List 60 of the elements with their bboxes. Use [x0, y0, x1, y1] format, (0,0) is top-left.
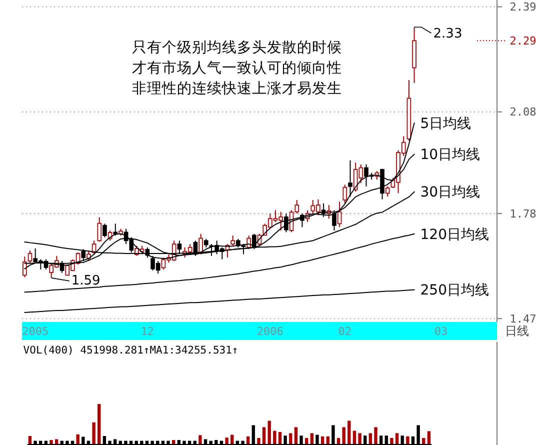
- bar: [406, 436, 410, 444]
- bar: [198, 435, 202, 444]
- bar: [246, 436, 250, 444]
- bar: [278, 432, 282, 444]
- y-tick-label: 2.39: [510, 0, 536, 14]
- series-label: 30日均线: [420, 184, 480, 201]
- annotation: 2.33: [414, 26, 462, 42]
- annotation: 非理性的连续快速上涨才易发生: [132, 80, 342, 98]
- bar: [50, 440, 53, 444]
- x-tick-label: 12: [140, 324, 154, 338]
- bar: [294, 427, 298, 444]
- y-tick-label: 1.47: [510, 312, 536, 326]
- x-tick-label: 03: [434, 324, 448, 338]
- bar: [304, 438, 308, 444]
- bar: [326, 436, 330, 444]
- bar: [390, 438, 394, 444]
- bar: [257, 438, 260, 444]
- bar: [268, 420, 271, 444]
- bar: [342, 427, 346, 444]
- bar: [262, 427, 266, 444]
- bar: [374, 427, 378, 444]
- annotation: 才有市场人气一致认可的倾向性: [132, 60, 342, 77]
- series-label: 5日均线: [420, 116, 472, 132]
- bar: [273, 430, 276, 444]
- series-label: 10日均线: [420, 147, 480, 164]
- annotation: 2.33: [433, 26, 462, 42]
- x-tick-label: 2005: [22, 324, 49, 338]
- annotation: 1.59: [50, 273, 100, 288]
- bar: [320, 436, 324, 444]
- bar: [76, 434, 80, 444]
- bar: [98, 404, 101, 444]
- y-tick-label: 1.78: [510, 207, 536, 220]
- x-tick-label: 2006: [256, 324, 284, 338]
- bar: [395, 433, 399, 444]
- bar: [172, 440, 176, 444]
- line-series: [24, 289, 415, 314]
- bar: [230, 434, 234, 444]
- bar: [289, 433, 292, 444]
- bar: [427, 431, 431, 444]
- bar: [28, 436, 32, 444]
- y-tick-label: 2.08: [510, 106, 536, 119]
- ref-line-label: 2.29: [510, 34, 536, 48]
- bar: [422, 438, 426, 444]
- x-axis-title: 日线: [505, 324, 529, 338]
- bar: [92, 422, 96, 444]
- x-tick-label: 02: [338, 324, 352, 338]
- bar: [368, 433, 372, 444]
- bar: [336, 438, 340, 444]
- chart-title: VOL(400) 451998.281↑MA1:34255.531↑: [23, 344, 238, 357]
- bar: [352, 430, 356, 444]
- bar: [348, 420, 351, 444]
- annotation: 1.59: [71, 273, 100, 288]
- series-label: 250日均线: [420, 282, 490, 299]
- line-series: [24, 233, 415, 293]
- bar: [310, 433, 314, 444]
- series-label: 120日均线: [420, 226, 490, 243]
- bar: [225, 438, 228, 444]
- bar: [54, 439, 58, 444]
- bar: [358, 433, 362, 444]
- annotation: 只有个级别均线多头发散的时候: [132, 39, 342, 56]
